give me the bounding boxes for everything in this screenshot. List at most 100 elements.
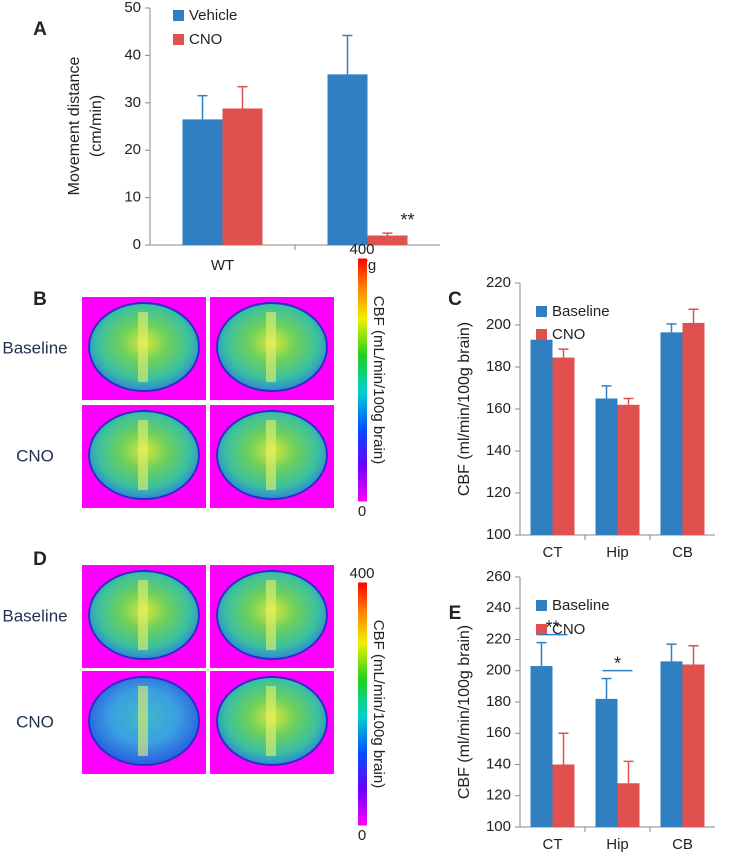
legend-swatch	[536, 624, 547, 635]
legend-label: CNO	[552, 326, 585, 343]
legend-swatch	[536, 306, 547, 317]
error-bar	[601, 385, 612, 399]
brain-highlight	[138, 580, 148, 650]
bar	[617, 404, 640, 535]
bar	[552, 764, 575, 827]
legend-label: CNO	[552, 621, 585, 638]
colorbar-tick-label: 400	[349, 241, 374, 258]
bar	[222, 108, 263, 245]
brain-highlight	[266, 420, 276, 490]
error-bar	[536, 641, 547, 667]
error-bar	[666, 323, 677, 333]
legend-swatch	[536, 600, 547, 611]
colorbar-tick-label: 400	[349, 565, 374, 582]
y-tick-label: 30	[124, 94, 141, 111]
significance-mark: *	[614, 653, 621, 673]
brain-highlight	[266, 312, 276, 382]
error-bar	[558, 732, 569, 765]
x-tick-label: WT	[211, 257, 234, 274]
legend-label: Baseline	[552, 597, 610, 614]
colorbar	[358, 582, 367, 826]
y-tick-label: 10	[124, 189, 141, 206]
colorbar-title: CBF (mL/min/100g brain)	[370, 620, 387, 788]
x-tick-label: Hip	[606, 836, 629, 853]
y-tick-label: 160	[486, 724, 511, 741]
colorbar-title: CBF (mL/min/100g brain)	[370, 296, 387, 464]
y-tick-label: 100	[486, 818, 511, 835]
bar	[327, 74, 368, 245]
legend-swatch	[536, 329, 547, 340]
bar	[595, 698, 618, 827]
legend-swatch	[173, 34, 184, 45]
x-tick-label: CT	[543, 836, 563, 853]
y-tick-label: 140	[486, 755, 511, 772]
error-bar	[601, 677, 612, 699]
y-tick-label: 160	[486, 400, 511, 417]
error-bar	[623, 760, 634, 784]
brain-highlight	[266, 686, 276, 756]
y-tick-label: 120	[486, 787, 511, 804]
bar	[660, 661, 683, 827]
y-tick-label: 200	[486, 316, 511, 333]
significance-mark: **	[400, 210, 414, 230]
error-bar	[382, 232, 393, 236]
y-tick-label: 120	[486, 484, 511, 501]
y-tick-label: 260	[486, 568, 511, 585]
bar	[530, 666, 553, 827]
legend-label: Baseline	[552, 303, 610, 320]
y-axis-title: CBF (ml/min/100g brain)	[456, 322, 473, 496]
y-tick-label: 20	[124, 141, 141, 158]
y-tick-label: 200	[486, 662, 511, 679]
y-tick-label: 100	[486, 526, 511, 543]
significance-mark: **	[545, 617, 559, 637]
bar	[530, 339, 553, 535]
x-tick-label: CT	[543, 544, 563, 561]
bar	[660, 332, 683, 535]
error-bar	[558, 348, 569, 358]
panel-label: C	[448, 289, 462, 310]
colorbar-tick-label: 0	[358, 503, 366, 520]
colorbar	[358, 258, 367, 502]
y-axis-title: (cm/min)	[88, 95, 105, 157]
y-tick-label: 40	[124, 46, 141, 63]
error-bar	[623, 397, 634, 405]
bar	[682, 322, 705, 535]
panel-label: D	[33, 549, 47, 570]
y-tick-label: 140	[486, 442, 511, 459]
row-label: CNO	[16, 446, 54, 465]
bar	[552, 357, 575, 535]
y-tick-label: 0	[133, 236, 141, 253]
x-tick-label: CB	[672, 544, 693, 561]
row-label: Baseline	[2, 606, 67, 625]
y-tick-label: 220	[486, 274, 511, 291]
brain-highlight	[138, 420, 148, 490]
error-bar	[688, 308, 699, 323]
y-tick-label: 180	[486, 693, 511, 710]
legend-swatch	[173, 10, 184, 21]
panel-label: E	[449, 603, 462, 624]
y-axis-title: Movement distance	[66, 57, 83, 196]
y-tick-label: 50	[124, 0, 141, 16]
bar	[682, 664, 705, 827]
bar	[367, 235, 408, 245]
row-label: Baseline	[2, 338, 67, 357]
error-bar	[688, 645, 699, 665]
error-bar	[197, 94, 208, 120]
bar	[595, 398, 618, 535]
x-tick-label: CB	[672, 836, 693, 853]
error-bar	[342, 34, 353, 75]
brain-highlight	[138, 686, 148, 756]
y-tick-label: 240	[486, 599, 511, 616]
y-tick-label: 180	[486, 358, 511, 375]
y-tick-label: 220	[486, 630, 511, 647]
legend-label: CNO	[189, 31, 222, 48]
error-bar	[237, 85, 248, 109]
legend-label: Vehicle	[189, 7, 237, 24]
colorbar-tick-label: 0	[358, 827, 366, 844]
panel-label: B	[33, 289, 47, 310]
y-axis-title: CBF (ml/min/100g brain)	[456, 625, 473, 799]
bar	[182, 119, 223, 245]
brain-highlight	[138, 312, 148, 382]
row-label: CNO	[16, 712, 54, 731]
